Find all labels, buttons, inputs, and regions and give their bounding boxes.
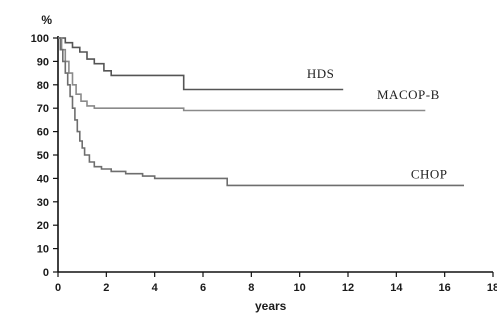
x-tick-label: 16 <box>439 282 451 294</box>
x-axis-ticks: 0 2 4 6 8 10 12 14 16 18 <box>55 272 497 294</box>
x-tick-label: 8 <box>248 282 254 294</box>
y-tick-label: 100 <box>31 33 49 45</box>
series-label-macop-b: MACOP-B <box>377 87 440 102</box>
y-tick-label: 70 <box>37 103 49 115</box>
y-tick-label: 30 <box>37 197 49 209</box>
series-line-chop <box>58 37 464 187</box>
x-tick-label: 18 <box>487 282 497 294</box>
survival-curves <box>58 37 464 187</box>
y-axis-title: % <box>41 13 52 27</box>
x-tick-label: 0 <box>55 282 61 294</box>
x-tick-label: 4 <box>152 282 159 294</box>
y-tick-label: 10 <box>37 244 49 256</box>
x-tick-label: 6 <box>200 282 206 294</box>
series-label-chop: CHOP <box>411 166 448 181</box>
y-tick-label: 80 <box>37 80 49 92</box>
y-axis-ticks: 0 10 20 30 40 50 60 70 80 90 100 <box>31 33 58 279</box>
x-tick-label: 14 <box>390 282 403 294</box>
y-tick-label: 0 <box>43 267 49 279</box>
x-tick-label: 10 <box>294 282 306 294</box>
series-label-hds: HDS <box>307 66 335 81</box>
y-tick-label: 20 <box>37 220 49 232</box>
x-tick-label: 2 <box>103 282 109 294</box>
x-tick-label: 12 <box>342 282 354 294</box>
series-line-macop-b <box>58 37 426 112</box>
y-tick-label: 40 <box>37 173 49 185</box>
y-tick-label: 90 <box>37 56 49 68</box>
y-tick-label: 60 <box>37 127 49 139</box>
series-line-hds <box>58 37 344 91</box>
axes <box>57 36 493 273</box>
x-axis-title: years <box>255 299 287 313</box>
series-labels: HDS MACOP-B CHOP <box>307 66 448 182</box>
y-tick-label: 50 <box>37 150 49 162</box>
